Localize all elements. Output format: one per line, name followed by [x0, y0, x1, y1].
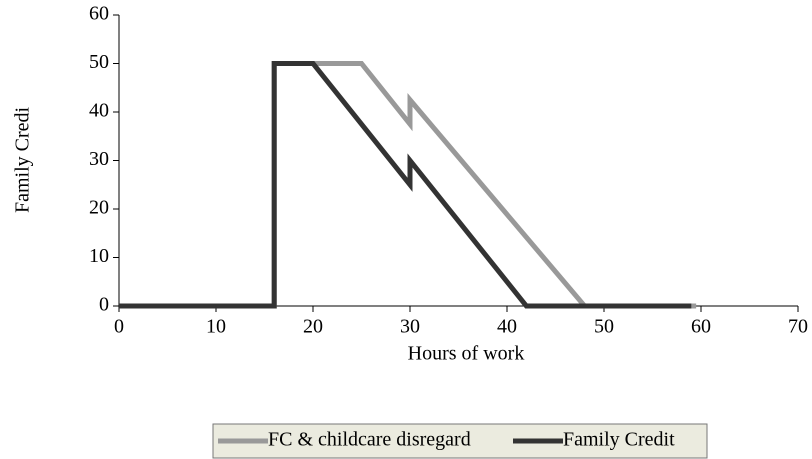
legend-label: FC & childcare disregard [268, 429, 471, 451]
series-line [119, 61, 692, 309]
y-tick-label: 0 [99, 294, 109, 316]
x-tick-label: 70 [788, 316, 808, 338]
y-tick-label: 60 [89, 3, 109, 25]
y-tick-label: 10 [89, 245, 109, 267]
legend-box [212, 423, 708, 459]
x-tick-label: 60 [691, 316, 711, 338]
x-tick-label: 0 [114, 316, 124, 338]
y-tick-label: 50 [89, 51, 109, 73]
x-tick-label: 30 [400, 316, 420, 338]
y-tick-label: 40 [89, 100, 109, 122]
y-tick-label: 30 [89, 148, 109, 170]
x-tick-label: 50 [594, 316, 614, 338]
y-tick-label: 20 [89, 197, 109, 219]
legend-label: Family Credit [563, 429, 675, 451]
y-axis-title: Family Credi [12, 107, 34, 214]
x-tick-label: 10 [206, 316, 226, 338]
x-axis-title: Hours of work [408, 343, 525, 365]
x-tick-label: 40 [497, 316, 517, 338]
x-tick-label: 20 [303, 316, 323, 338]
